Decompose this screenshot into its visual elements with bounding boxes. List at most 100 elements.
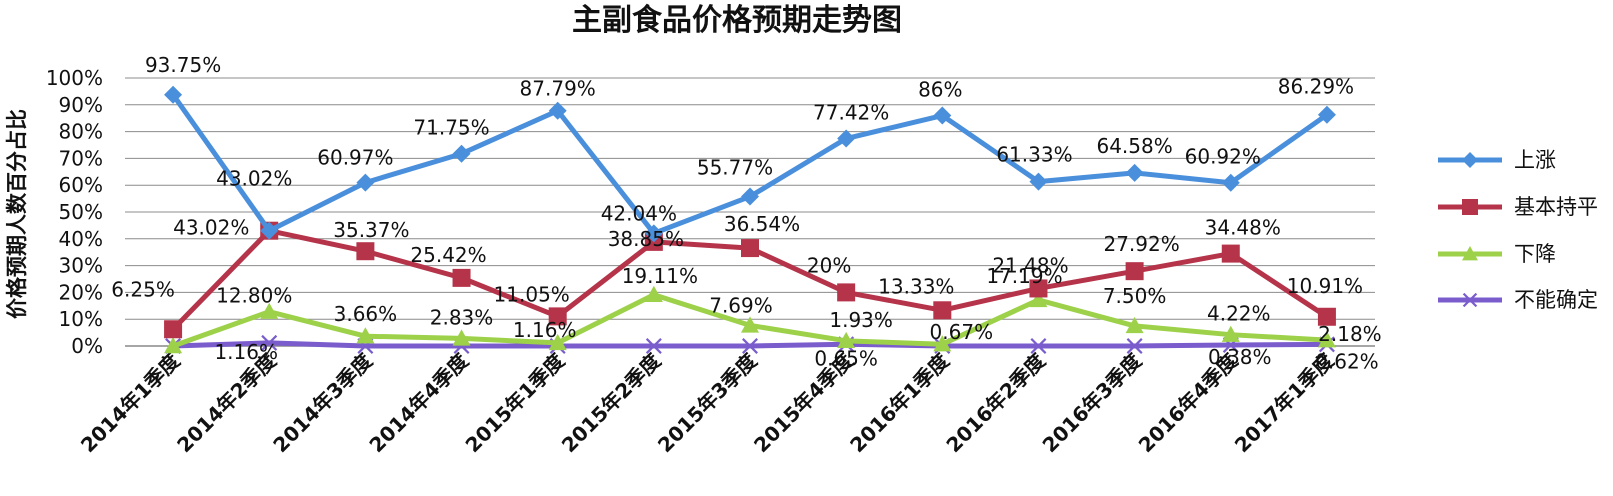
y-axis-ticks: 0% 10% 20%30% 40% 50% 60% 70%80% 90% 100% — [46, 66, 103, 358]
data-label: 6.25% — [111, 277, 175, 301]
data-label: 42.04% — [601, 201, 677, 225]
marker-diamond — [452, 144, 471, 163]
y-tick-label: 40% — [59, 227, 103, 251]
x-tick-label: 2014年2季度 — [172, 348, 281, 457]
marker-triangle — [164, 337, 183, 354]
data-label: 86.29% — [1278, 75, 1354, 99]
marker-diamond — [1317, 105, 1336, 124]
marker-square — [1317, 307, 1336, 326]
data-label: 93.75% — [145, 53, 221, 77]
marker-diamond — [1462, 152, 1478, 168]
y-tick-label: 80% — [59, 120, 103, 144]
data-label: 10.91% — [1287, 274, 1363, 298]
data-label: 21.48% — [992, 253, 1068, 277]
data-label: 86% — [918, 78, 962, 102]
legend-label: 基本持平 — [1514, 195, 1598, 219]
marker-x-stroke — [742, 338, 758, 354]
marker-square — [164, 320, 183, 339]
data-label: 0.65% — [814, 346, 878, 370]
marker-x — [261, 334, 278, 351]
data-label: 1.16% — [513, 318, 577, 342]
marker-x-stroke — [261, 334, 278, 351]
data-label: 64.58% — [1096, 134, 1172, 158]
data-label: 2.18% — [1318, 322, 1382, 346]
marker-diamond — [548, 101, 567, 120]
y-tick-label: 10% — [59, 307, 103, 331]
marker-diamond — [741, 187, 759, 206]
data-label: 38.85% — [608, 227, 684, 251]
marker-triangle — [1029, 290, 1048, 308]
data-label: 77.42% — [813, 101, 889, 125]
marker-triangle — [1125, 316, 1144, 334]
data-label: 3.66% — [334, 302, 398, 326]
marker-triangle — [933, 335, 952, 352]
y-tick-label: 50% — [59, 200, 103, 224]
marker-triangle — [644, 285, 663, 302]
data-label: 11.05% — [494, 282, 570, 306]
marker-diamond — [837, 129, 856, 148]
series-2 — [164, 285, 1336, 354]
data-label: 19.11% — [622, 264, 698, 288]
marker-triangle — [452, 329, 471, 346]
data-label: 7.50% — [1103, 284, 1167, 308]
marker-x — [1462, 292, 1478, 308]
marker-diamond — [1125, 163, 1144, 182]
data-label: 1.93% — [829, 308, 893, 332]
x-tick-label: 2014年4季度 — [364, 348, 473, 457]
legend-item: 不能确定 — [1438, 288, 1598, 312]
legend-item: 上涨 — [1438, 148, 1556, 172]
y-tick-label: 60% — [59, 173, 103, 197]
x-tick-label: 2015年1季度 — [461, 348, 570, 457]
data-label: 12.80% — [216, 284, 292, 308]
x-tick-label: 2016年3季度 — [1038, 348, 1147, 457]
marker-triangle — [1462, 246, 1478, 261]
series-0 — [164, 85, 1336, 243]
data-label: 7.69% — [709, 293, 773, 317]
marker-square — [452, 268, 471, 287]
legend-label: 不能确定 — [1514, 288, 1598, 312]
legend-item: 下降 — [1438, 242, 1556, 266]
data-label: 0.38% — [1208, 345, 1272, 369]
data-label: 4.22% — [1207, 302, 1271, 326]
data-label: 0.62% — [1315, 349, 1379, 373]
marker-diamond — [1221, 173, 1240, 192]
marker-triangle — [1317, 331, 1336, 348]
data-label: 36.54% — [724, 212, 800, 236]
data-label: 13.33% — [878, 274, 954, 298]
marker-triangle — [260, 302, 279, 319]
y-tick-label: 90% — [59, 93, 103, 117]
marker-square — [1221, 244, 1240, 263]
y-axis-label: 价格预期人数百分占比 — [5, 109, 29, 319]
legend-item: 基本持平 — [1438, 195, 1598, 219]
data-label: 61.33% — [996, 143, 1072, 167]
legend-label: 下降 — [1514, 242, 1556, 266]
marker-square — [1029, 279, 1048, 298]
data-label: 43.02% — [216, 167, 292, 191]
marker-x-stroke — [1462, 292, 1478, 308]
marker-diamond — [1029, 172, 1048, 191]
y-tick-label: 100% — [46, 66, 103, 90]
series-3 — [165, 334, 1335, 354]
x-tick-label: 2014年3季度 — [268, 348, 377, 457]
chart-title: 主副食品价格预期走势图 — [572, 3, 902, 38]
marker-x-stroke — [1126, 338, 1143, 354]
marker-square — [1125, 262, 1144, 281]
marker-triangle — [548, 333, 567, 351]
data-label: 60.92% — [1185, 145, 1261, 169]
data-label: 20% — [807, 253, 851, 277]
marker-square — [1462, 199, 1478, 215]
data-label: 1.16% — [214, 340, 278, 364]
marker-square — [356, 242, 375, 261]
x-tick-label: 2015年2季度 — [557, 348, 666, 457]
y-tick-label: 30% — [59, 254, 103, 278]
marker-diamond — [933, 106, 952, 125]
x-axis-ticks: 2014年1季度2014年2季度2014年3季度2014年4季度2015年1季度… — [76, 348, 1339, 457]
data-label: 71.75% — [413, 116, 489, 140]
marker-diamond — [644, 224, 663, 243]
legend-label: 上涨 — [1514, 148, 1556, 172]
data-labels: 93.75% 43.02% 60.97% 71.75% 87.79% 42.04% 55.7… — [111, 53, 1381, 374]
x-tick-label: 2016年2季度 — [941, 348, 1050, 457]
data-label: 35.37% — [333, 218, 409, 242]
